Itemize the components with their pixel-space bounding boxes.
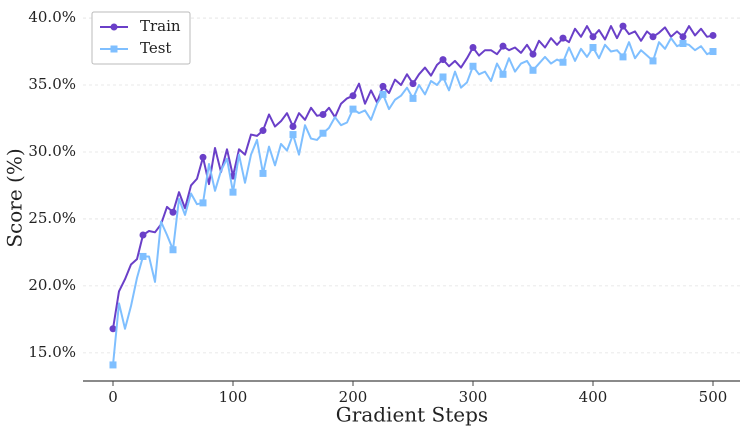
x-tick-label: 300 (459, 388, 488, 406)
data-point (529, 66, 537, 74)
data-point (559, 58, 567, 66)
data-point (289, 131, 297, 139)
data-point (409, 80, 417, 88)
data-point (619, 53, 627, 61)
data-point (679, 33, 687, 41)
x-tick-label: 100 (219, 388, 248, 406)
data-point (529, 50, 537, 58)
y-axis-label: Score (%) (3, 148, 27, 247)
data-point (589, 44, 597, 52)
data-point (199, 199, 207, 207)
data-point (619, 22, 627, 30)
data-point (709, 31, 717, 39)
data-point (679, 39, 687, 47)
data-point (439, 73, 447, 81)
data-point (649, 57, 657, 65)
y-tick-label: 15.0% (28, 343, 76, 361)
data-point (259, 169, 267, 177)
data-point (559, 34, 567, 42)
data-point (349, 105, 357, 113)
x-tick-label: 500 (699, 388, 728, 406)
data-point (499, 70, 507, 78)
data-point (319, 110, 327, 118)
data-point (109, 361, 117, 369)
data-point (109, 325, 117, 333)
data-point (499, 42, 507, 50)
data-point (139, 231, 147, 239)
data-point (319, 129, 327, 137)
data-point (469, 62, 477, 70)
data-point (289, 123, 297, 131)
data-point (199, 153, 207, 161)
data-point (259, 127, 267, 135)
data-point (589, 33, 597, 41)
data-point (709, 48, 717, 56)
x-tick-label: 0 (108, 388, 118, 406)
y-tick-label: 25.0% (28, 209, 76, 227)
data-point (379, 90, 387, 98)
y-tick-label: 35.0% (28, 75, 76, 93)
data-point (229, 188, 237, 196)
y-tick-label: 30.0% (28, 142, 76, 160)
series-line (112, 25, 714, 329)
data-point (439, 56, 447, 64)
data-point (169, 208, 177, 216)
x-tick-label: 400 (579, 388, 608, 406)
data-point (139, 252, 147, 260)
y-tick-label: 40.0% (28, 8, 76, 26)
data-point (169, 246, 177, 254)
data-point (349, 92, 357, 100)
legend-label: Test (140, 39, 171, 57)
data-point (409, 94, 417, 102)
y-tick-label: 20.0% (28, 276, 76, 294)
legend-marker (110, 45, 118, 53)
x-axis-label: Gradient Steps (336, 403, 488, 427)
data-point (649, 33, 657, 41)
legend-label: Train (140, 17, 181, 35)
data-point (469, 44, 477, 52)
x-tick-label: 200 (339, 388, 368, 406)
legend-marker (110, 23, 118, 31)
data-point (379, 82, 387, 90)
